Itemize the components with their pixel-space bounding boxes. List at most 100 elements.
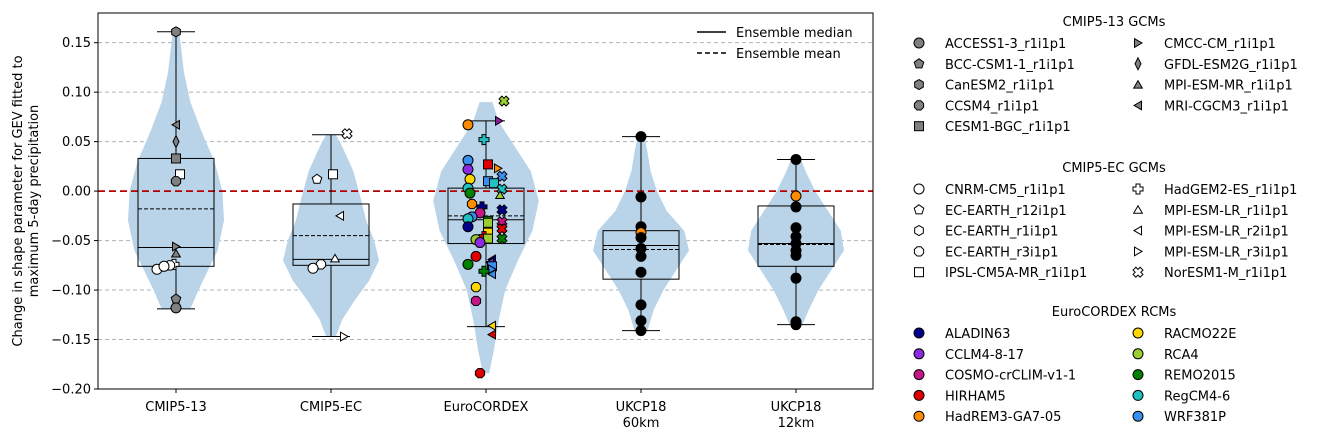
data-point-tri-right xyxy=(340,331,350,342)
legend-marker-circle xyxy=(913,410,925,422)
model-points xyxy=(151,26,802,379)
legend-entry-label: EC-EARTH_r12i1p1 xyxy=(945,204,1067,219)
data-point-pentagon xyxy=(311,173,323,184)
data-point-circle xyxy=(790,249,802,261)
legend-entry-label: BCC-CSM1-1_r1i1p1 xyxy=(945,58,1075,73)
legend-entry-label: COSMO-crCLIM-v1-1 xyxy=(945,369,1076,384)
legend-entry-label: HadGEM2-ES_r1i1p1 xyxy=(1164,183,1297,198)
legend-entry-label: ACCESS1-3_r1i1p1 xyxy=(945,37,1066,52)
data-point-square xyxy=(483,217,493,228)
legend-entry-label: MPI-ESM-LR_r1i1p1 xyxy=(1164,204,1289,219)
legend-entry-label: MRI-CGCM3_r1i1p1 xyxy=(1164,99,1289,114)
data-point-octagon xyxy=(474,368,486,379)
legend-marker-octagon xyxy=(913,246,925,257)
data-point-octagon xyxy=(170,176,182,187)
data-point-tri-left xyxy=(486,329,496,340)
data-point-circle xyxy=(635,325,647,337)
y-axis-title: Change in shape parameter for GEV fitted… xyxy=(11,55,26,346)
data-point-triangle xyxy=(170,248,182,258)
y-axis-title: maximum 5-day precipitation xyxy=(27,105,42,298)
legend-entry-label: CanESM2_r1i1p1 xyxy=(945,79,1055,94)
legend-line-label: Ensemble mean xyxy=(736,47,841,62)
legend-entry-label: IPSL-CM5A-MR_r1i1p1 xyxy=(945,266,1087,281)
legend-marker-circle xyxy=(1132,389,1144,401)
data-point-octagon xyxy=(315,259,327,270)
legend-entry-label: HIRHAM5 xyxy=(945,389,1006,404)
data-point-xcross xyxy=(498,95,510,107)
boxplots xyxy=(137,31,835,338)
legend-marker-triangle xyxy=(1132,79,1144,89)
data-point-circle xyxy=(790,319,802,331)
data-point-tri-left xyxy=(486,320,496,331)
data-point-square xyxy=(483,159,493,170)
legend-entry-label: CCSM4_r1i1p1 xyxy=(945,99,1039,114)
data-point-circle xyxy=(464,187,476,199)
data-point-octagon xyxy=(470,295,482,307)
data-point-tri-left xyxy=(170,119,180,131)
data-point-circle xyxy=(790,190,802,202)
data-point-circle xyxy=(462,258,474,270)
data-point-circle xyxy=(462,221,474,233)
data-point-circle xyxy=(790,153,802,165)
data-point-circle xyxy=(474,237,486,249)
data-point-circle xyxy=(635,266,647,278)
y-tick-label: −0.10 xyxy=(51,284,91,299)
data-point-circle xyxy=(635,299,647,311)
y-axis-ticks: 0.15 0.10 0.05 0.00 −0.05 −0.10 −0.15 −0.20 xyxy=(51,36,98,398)
legend-entry-label: MPI-ESM-LR_r3i1p1 xyxy=(1164,245,1289,260)
legend-entry-label: RCA4 xyxy=(1164,348,1199,363)
legend-marker-circle xyxy=(913,389,925,401)
legend-marker-tri-right xyxy=(1134,37,1144,49)
legend-marker-pentagon xyxy=(913,58,925,69)
data-point-xcross xyxy=(496,183,508,195)
data-point-tri-right xyxy=(172,241,182,252)
data-point-circle xyxy=(635,131,647,143)
data-point-tri-left xyxy=(486,269,496,280)
y-tick-label: −0.20 xyxy=(51,383,91,398)
legend-marker-hexagon xyxy=(914,79,924,91)
y-tick-label: −0.15 xyxy=(51,333,91,348)
legend-marker-circle xyxy=(913,183,925,195)
legend-marker-tri-right xyxy=(1134,246,1144,257)
data-point-circle xyxy=(462,119,474,131)
legend-entry-label: EC-EARTH_r3i1p1 xyxy=(945,245,1058,260)
data-point-circle xyxy=(470,250,482,262)
data-point-circle xyxy=(635,232,647,244)
legend-section-title: EuroCORDEX RCMs xyxy=(1052,305,1177,320)
legend-entry-label: GFDL-ESM2G_r1i1p1 xyxy=(1164,58,1298,73)
x-axis-ticks: CMIP5-13 CMIP5-EC EuroCORDEX UKCP1860kmUKCP… xyxy=(145,389,821,431)
legend-marker-cross xyxy=(1132,183,1144,195)
data-point-square xyxy=(328,169,338,180)
y-tick-label: 0.00 xyxy=(62,185,91,200)
data-point-circle xyxy=(307,262,319,274)
data-point-circle xyxy=(790,201,802,213)
legend-marker-square xyxy=(914,121,924,132)
legend-marker-hexagon xyxy=(914,225,924,237)
legend-marker-circle xyxy=(1132,348,1144,360)
data-point-cross xyxy=(478,265,490,277)
legend-section-title: CMIP5-13 GCMs xyxy=(1063,15,1166,30)
data-point-circle xyxy=(790,272,802,284)
legend-entry-label: ALADIN63 xyxy=(945,327,1010,342)
data-point-hexagon xyxy=(171,26,181,38)
x-tick-label: CMIP5-EC xyxy=(300,400,362,415)
data-point-square xyxy=(171,153,181,164)
legend-entry-label: REMO2015 xyxy=(1164,369,1236,384)
legend-marker-circle xyxy=(913,369,925,381)
x-tick-label: EuroCORDEX xyxy=(444,400,529,415)
data-point-circle xyxy=(170,302,182,314)
legend-marker-xcross xyxy=(1132,266,1144,278)
legend-entry-label: MPI-ESM-LR_r2i1p1 xyxy=(1164,225,1289,240)
model-legend: CMIP5-13 GCMs ACCESS1-3_r1i1p1 BCC-CSM1-1_… xyxy=(913,15,1298,425)
legend-entry-label: EC-EARTH_r1i1p1 xyxy=(945,225,1058,240)
data-point-tri-right xyxy=(494,163,504,174)
data-point-xcross xyxy=(496,170,508,182)
data-point-circle xyxy=(635,191,647,203)
data-point-circle xyxy=(635,250,647,262)
y-tick-label: −0.05 xyxy=(51,234,91,249)
legend-entry-label: HadREM3-GA7-05 xyxy=(945,410,1061,425)
data-point-triangle xyxy=(329,253,341,263)
legend-entry-label: RegCM4-6 xyxy=(1164,389,1230,404)
legend-line-label: Ensemble median xyxy=(736,26,853,41)
